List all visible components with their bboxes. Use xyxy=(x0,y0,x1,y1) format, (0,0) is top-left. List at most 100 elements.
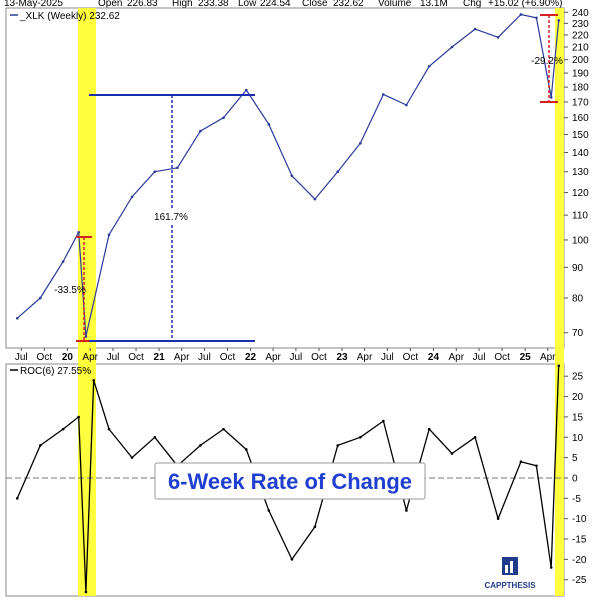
header-open: 226.83 xyxy=(127,0,158,9)
roc-line-point xyxy=(130,456,134,459)
price-line-point xyxy=(267,123,271,126)
price-y-axis: 7080901001101201301401501601701801902002… xyxy=(564,8,589,339)
price-panel-frame xyxy=(5,7,565,349)
price-legend: _XLK (Weekly) 232.62 xyxy=(10,11,120,22)
roc-line-point xyxy=(77,415,80,419)
price-y-tick-label: 120 xyxy=(572,188,589,199)
roc-line-point xyxy=(290,558,294,561)
roc-y-tick-label: -10 xyxy=(572,514,587,525)
x-tick-label: Jul xyxy=(15,352,28,363)
price-line-point xyxy=(405,103,408,107)
price-line-point xyxy=(358,142,362,145)
x-tick-label: Jul xyxy=(198,352,211,363)
roc-y-tick-label: 0 xyxy=(572,473,578,484)
price-y-tick-label: 140 xyxy=(572,148,589,159)
header-open-label: Open xyxy=(98,0,122,9)
header-volume: 13.1M xyxy=(420,0,448,9)
x-tick-label: Oct xyxy=(37,352,53,363)
price-line-point xyxy=(473,27,477,31)
header-chg: +15.02 (+6.90%) xyxy=(488,0,563,9)
price-line-point xyxy=(15,316,19,320)
roc-line-point xyxy=(336,444,340,447)
x-tick-label: Oct xyxy=(403,352,419,363)
highlight-2025 xyxy=(555,8,564,596)
header-volume-label: Volume xyxy=(378,0,412,9)
header-strip: 13-May-2025 Open 226.83 High 233.38 Low … xyxy=(4,0,563,9)
roc-line-point xyxy=(313,525,317,529)
price-y-tick-label: 220 xyxy=(572,30,589,41)
x-tick-label: Apr xyxy=(82,352,98,363)
roc-y-tick-label: 10 xyxy=(572,433,584,444)
x-tick-label: Jul xyxy=(381,352,394,363)
price-y-tick-label: 230 xyxy=(572,19,589,30)
price-y-tick-label: 130 xyxy=(572,167,589,178)
header-high-label: High xyxy=(172,0,193,9)
price-line-point xyxy=(519,13,523,16)
header-high: 233.38 xyxy=(198,0,229,9)
roc-line-point xyxy=(61,427,65,431)
price-x-axis: Jul Oct 20 Apr Jul Oct 21 Apr Jul Oct 22 Apr Jul Oct 2… xyxy=(15,348,556,363)
price-y-tick-label: 80 xyxy=(572,293,584,304)
roc-line-point xyxy=(358,435,362,439)
price-line-point xyxy=(427,64,431,68)
price-line-point xyxy=(61,260,65,263)
roc-line-point xyxy=(405,509,408,512)
drop-2025-label: -29.2% xyxy=(531,56,563,67)
roc-line-point xyxy=(153,435,157,439)
price-line-point xyxy=(535,16,538,20)
x-tick-label: Oct xyxy=(494,352,510,363)
price-line-point xyxy=(39,296,42,300)
price-y-tick-label: 180 xyxy=(572,83,589,94)
roc-line-point xyxy=(382,419,385,423)
x-tick-label: Oct xyxy=(311,352,327,363)
price-y-tick-label: 240 xyxy=(572,8,589,19)
x-tick-label: 25 xyxy=(520,352,532,363)
x-tick-label: 24 xyxy=(428,352,440,363)
logo-text: CAPPTHESIS xyxy=(484,581,536,590)
roc-line-point xyxy=(427,427,431,431)
x-tick-label: 22 xyxy=(245,352,257,363)
roc-line-point xyxy=(557,364,561,368)
price-line-point xyxy=(557,19,561,22)
price-y-tick-label: 150 xyxy=(572,130,589,141)
x-tick-label: Jul xyxy=(107,352,120,363)
price-line-point xyxy=(382,93,385,96)
price-line-point xyxy=(290,174,294,178)
price-series xyxy=(15,13,561,338)
header-close: 232.62 xyxy=(333,0,364,9)
price-y-tick-label: 90 xyxy=(572,263,584,274)
x-tick-label: Apr xyxy=(265,352,281,363)
x-tick-label: Apr xyxy=(448,352,464,363)
roc-line-point xyxy=(535,464,538,468)
x-tick-label: Oct xyxy=(220,352,236,363)
roc-line-point xyxy=(473,435,477,439)
roc-line-point xyxy=(549,566,553,569)
roc-y-tick-label: -15 xyxy=(572,535,587,546)
roc-y-tick-label: -25 xyxy=(572,575,587,586)
crash-2020-label: -33.5% xyxy=(54,285,86,296)
roc-y-tick-label: 5 xyxy=(572,453,578,464)
price-y-tick-label: 190 xyxy=(572,69,589,80)
roc-line xyxy=(16,365,560,593)
header-chg-label: Chg xyxy=(463,0,481,9)
price-line-point xyxy=(222,116,225,120)
header-low: 224.54 xyxy=(260,0,291,9)
roc-line-point xyxy=(496,517,500,520)
price-line-point xyxy=(130,195,134,199)
logo-bar-2 xyxy=(510,561,513,573)
roc-line-point xyxy=(267,509,271,512)
x-tick-label: Apr xyxy=(540,352,556,363)
roc-y-tick-label: 25 xyxy=(572,372,584,383)
roc-y-tick-label: -5 xyxy=(572,494,581,505)
price-y-tick-label: 160 xyxy=(572,113,589,124)
roc-y-tick-label: 15 xyxy=(572,412,584,423)
header-date: 13-May-2025 xyxy=(4,0,63,9)
roc-line-point xyxy=(199,444,202,447)
price-y-tick-label: 100 xyxy=(572,235,589,246)
roc-legend-text: ROC(6) 27.55% xyxy=(20,366,91,377)
x-tick-label: 21 xyxy=(154,352,166,363)
price-line-point xyxy=(450,45,454,49)
header-low-label: Low xyxy=(238,0,257,9)
roc-line-point xyxy=(107,427,111,431)
